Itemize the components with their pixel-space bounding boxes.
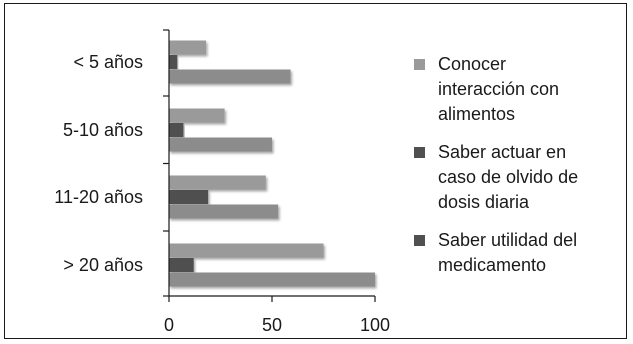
legend-swatch-1 [414,59,425,70]
bar-3-3 [169,204,279,219]
legend: Conocer interacción con alimentos Saber act… [414,54,578,275]
labels-layer: < 5 años 5-10 años 11-20 años > 20 años 0 50 1… [54,52,390,335]
x-tick-label: 100 [360,315,390,335]
y-category-label: > 20 años [63,255,143,275]
bar-2-1 [169,55,178,69]
y-category-label: < 5 años [73,52,143,72]
legend-label-2: caso de olvido de [438,167,578,187]
legend-label-2: dosis diaria [438,192,530,212]
legend-label-1: interacción con [438,79,559,99]
bar-1-2 [169,108,225,123]
legend-swatch-2 [414,147,425,158]
bar-2-2 [169,123,184,137]
legend-label-1: alimentos [438,104,515,124]
y-category-label: 11-20 años [54,187,143,207]
bar-3-2 [169,137,272,152]
bar-3-4 [169,272,375,287]
bar-2-4 [169,258,194,272]
bars-layer [169,40,375,287]
legend-label-2: Saber actuar en [438,142,566,162]
bar-1-1 [169,40,207,55]
legend-swatch-3 [414,235,425,246]
x-tick-label: 50 [262,315,282,335]
legend-label-3: medicamento [438,255,546,275]
bar-1-3 [169,175,266,190]
bar-3-1 [169,69,291,84]
x-tick-label: 0 [164,315,174,335]
legend-label-1: Conocer [438,54,506,74]
legend-label-3: Saber utilidad del [438,230,577,250]
bar-2-3 [169,190,209,204]
axis-layer [163,29,376,302]
y-category-label: 5-10 años [63,120,143,140]
bar-1-4 [169,243,324,258]
